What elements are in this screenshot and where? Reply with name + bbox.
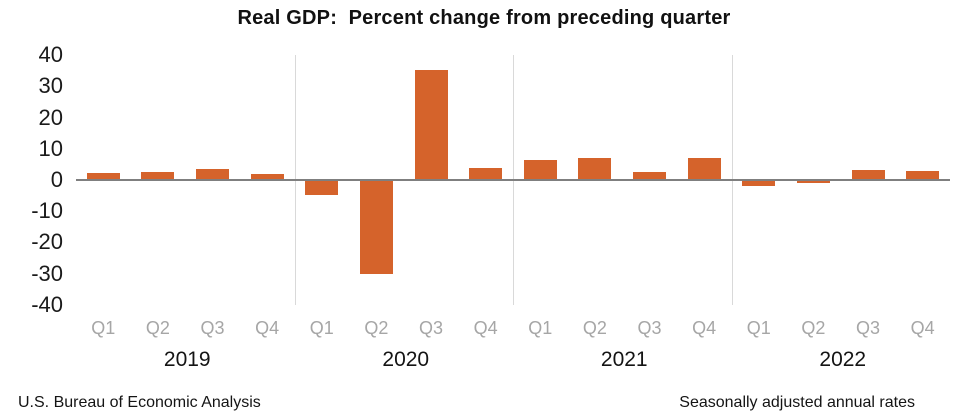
quarter-label: Q1 [309, 318, 334, 338]
y-tick-label: 20 [38, 104, 63, 130]
quarter-label: Q4 [910, 318, 935, 338]
y-tick-label: 40 [38, 42, 63, 68]
footnote-seasonal-adjustment: Seasonally adjusted annual rates [679, 394, 915, 411]
quarter-label: Q2 [582, 318, 607, 338]
quarter-label: Q3 [200, 318, 225, 338]
quarter-label: Q2 [801, 318, 826, 338]
quarter-label: Q1 [91, 318, 116, 338]
quarter-label: Q4 [473, 318, 498, 338]
bar-2022-q1 [742, 181, 776, 186]
bar-2020-q4 [469, 167, 503, 180]
y-tick-label: -10 [31, 198, 63, 224]
quarter-label: Q3 [637, 318, 662, 338]
quarter-label: Q4 [692, 318, 717, 338]
bar-2020-q2 [359, 181, 393, 275]
bar-2022-q4 [906, 170, 940, 180]
source-attribution: U.S. Bureau of Economic Analysis [18, 394, 261, 411]
bar-2022-q3 [851, 170, 885, 180]
quarter-label: Q3 [856, 318, 881, 338]
quarter-label: Q4 [255, 318, 280, 338]
year-label: 2020 [382, 348, 430, 371]
bar-2019-q4 [250, 174, 284, 180]
y-tick-label: -20 [31, 229, 63, 255]
y-tick-label: 30 [38, 73, 63, 99]
quarter-label: Q3 [419, 318, 444, 338]
zero-axis-line [76, 179, 950, 181]
bar-2020-q3 [414, 69, 448, 180]
bar-2019-q3 [196, 168, 230, 180]
chart-title: Real GDP: Percent change from preceding … [237, 7, 731, 29]
bar-2020-q1 [305, 181, 339, 196]
bar-2019-q1 [86, 173, 120, 180]
quarter-label: Q2 [364, 318, 389, 338]
y-tick-label: -30 [31, 260, 63, 286]
year-label: 2022 [819, 348, 867, 371]
y-tick-label: 0 [50, 167, 63, 192]
bar-2021-q1 [523, 160, 557, 180]
quarter-label: Q1 [746, 318, 771, 338]
bar-2021-q3 [633, 171, 667, 180]
bar-2021-q4 [687, 158, 721, 180]
quarter-label: Q2 [145, 318, 170, 338]
bar-2022-q2 [796, 181, 830, 183]
y-tick-label: 10 [38, 135, 63, 161]
year-label: 2021 [600, 348, 648, 371]
bar-2019-q2 [141, 171, 175, 180]
bar-2021-q2 [578, 158, 612, 180]
quarter-label: Q1 [528, 318, 553, 338]
year-label: 2019 [163, 348, 211, 371]
y-tick-label: -40 [31, 291, 63, 317]
